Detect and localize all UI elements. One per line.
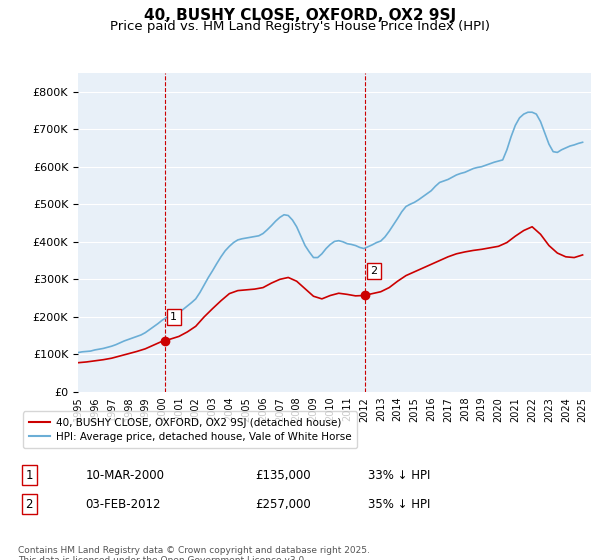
Text: 40, BUSHY CLOSE, OXFORD, OX2 9SJ: 40, BUSHY CLOSE, OXFORD, OX2 9SJ [144,8,456,24]
Text: 2: 2 [370,266,377,276]
Text: Price paid vs. HM Land Registry's House Price Index (HPI): Price paid vs. HM Land Registry's House … [110,20,490,32]
Text: £135,000: £135,000 [255,469,311,482]
Text: Contains HM Land Registry data © Crown copyright and database right 2025.
This d: Contains HM Land Registry data © Crown c… [18,546,370,560]
Text: 10-MAR-2000: 10-MAR-2000 [86,469,164,482]
Text: 1: 1 [26,469,33,482]
Text: 35% ↓ HPI: 35% ↓ HPI [368,498,430,511]
Text: 2: 2 [26,498,33,511]
Text: 03-FEB-2012: 03-FEB-2012 [86,498,161,511]
Text: 33% ↓ HPI: 33% ↓ HPI [368,469,430,482]
Legend: 40, BUSHY CLOSE, OXFORD, OX2 9SJ (detached house), HPI: Average price, detached : 40, BUSHY CLOSE, OXFORD, OX2 9SJ (detach… [23,412,358,448]
Text: £257,000: £257,000 [255,498,311,511]
Text: 1: 1 [170,312,177,322]
